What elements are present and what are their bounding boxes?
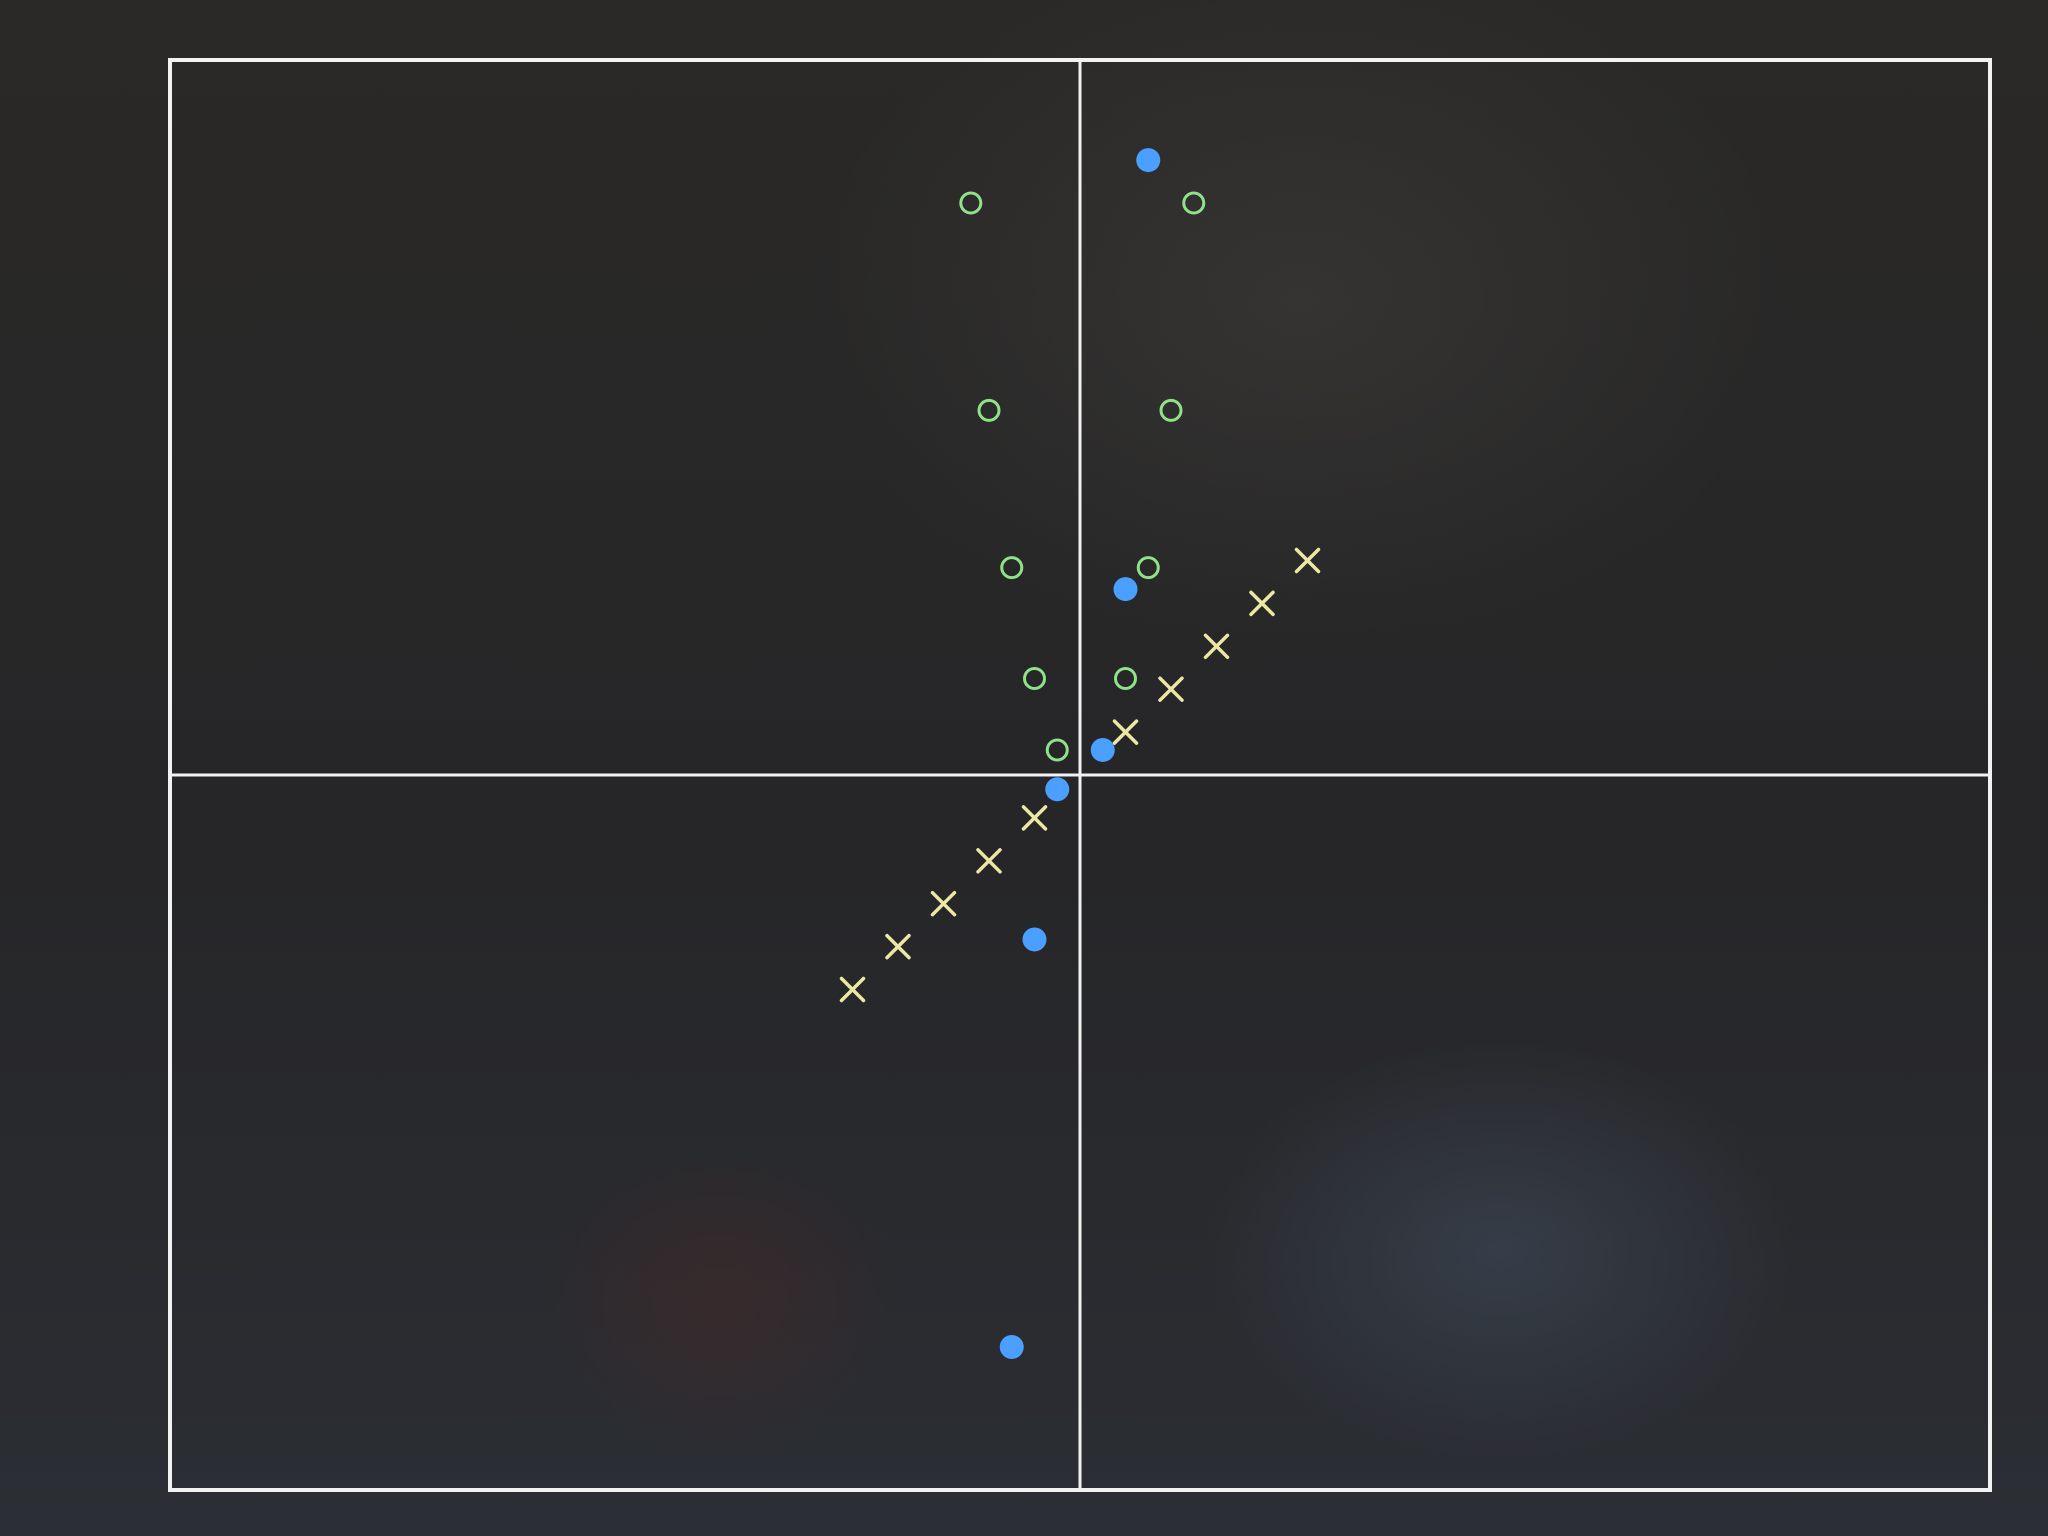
x-marker-point bbox=[1249, 590, 1275, 617]
open-circle-point bbox=[1114, 666, 1137, 690]
data-points-group bbox=[839, 148, 1321, 1359]
open-circle-point bbox=[1136, 556, 1160, 580]
open-circle-point bbox=[1045, 738, 1069, 762]
open-circle-point bbox=[1159, 398, 1183, 422]
plot-frame-group bbox=[168, 58, 1992, 1492]
filled-circle-point bbox=[1022, 927, 1047, 952]
open-circle-point bbox=[1182, 191, 1206, 215]
open-circle-point bbox=[959, 191, 983, 215]
open-circle-point bbox=[977, 398, 1001, 422]
x-marker-point bbox=[885, 933, 911, 960]
x-marker-point bbox=[976, 848, 1002, 874]
x-marker-point bbox=[1294, 547, 1321, 574]
x-marker-point bbox=[1021, 805, 1048, 831]
filled-circle-point bbox=[1090, 737, 1115, 762]
open-circle-point bbox=[1000, 556, 1024, 580]
filled-circle-point bbox=[1045, 777, 1070, 802]
filled-circle-point bbox=[1136, 148, 1161, 173]
x-marker-point bbox=[1158, 676, 1184, 702]
x-marker-point bbox=[930, 890, 957, 917]
open-circle-point bbox=[1023, 666, 1046, 690]
x-marker-point bbox=[1112, 719, 1139, 745]
filled-circle-point bbox=[1113, 577, 1138, 602]
x-marker-point bbox=[1203, 633, 1230, 660]
filled-circle-point bbox=[999, 1335, 1024, 1359]
x-marker-point bbox=[839, 976, 866, 1003]
